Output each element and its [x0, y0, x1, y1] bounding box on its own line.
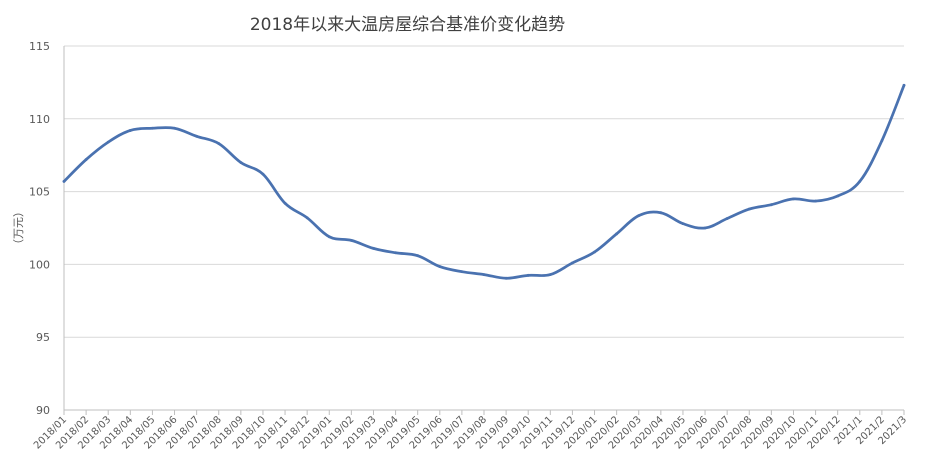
data-point	[195, 134, 199, 138]
data-point	[880, 139, 884, 143]
data-point	[858, 180, 862, 183]
series-line-layer	[62, 83, 906, 280]
data-point	[526, 273, 530, 277]
y-tick-label: 90	[36, 404, 50, 417]
data-point	[460, 270, 464, 274]
data-point	[239, 161, 243, 164]
data-point	[482, 273, 486, 276]
data-point	[416, 254, 420, 258]
series-line	[62, 83, 906, 280]
data-point	[659, 211, 663, 215]
data-point	[725, 217, 729, 220]
data-point	[836, 194, 840, 198]
data-point	[681, 222, 685, 226]
data-point	[548, 273, 552, 276]
data-point	[372, 246, 375, 250]
data-point	[261, 172, 265, 176]
data-point	[305, 216, 309, 220]
data-point	[84, 158, 88, 161]
data-point	[106, 140, 110, 144]
y-tick-label: 95	[36, 331, 50, 344]
data-point	[349, 238, 353, 242]
axes	[63, 46, 905, 415]
data-point	[814, 199, 817, 203]
data-point	[504, 276, 508, 280]
data-point	[394, 251, 397, 255]
y-tick-label: 115	[29, 40, 50, 53]
data-point	[62, 180, 66, 183]
y-tick-label: 100	[29, 258, 50, 271]
data-point	[615, 232, 619, 236]
chart-title: 2018年以来大温房屋综合基准价变化趋势	[249, 15, 566, 35]
data-point	[283, 201, 287, 205]
grid-lines	[64, 45, 904, 338]
data-point	[128, 129, 132, 132]
data-point	[792, 197, 795, 201]
data-point	[571, 261, 574, 265]
tick-labels: 90951001051101152018/012018/022018/03201…	[12, 40, 909, 451]
data-point	[327, 235, 331, 239]
data-point	[593, 250, 596, 254]
data-point	[438, 265, 442, 268]
y-axis-label: （万元）	[12, 206, 25, 250]
data-point	[173, 126, 176, 130]
data-point	[217, 142, 221, 145]
data-point	[637, 214, 641, 218]
data-point	[902, 83, 906, 87]
y-tick-label: 105	[29, 186, 50, 199]
y-tick-label: 110	[29, 113, 50, 126]
data-point	[769, 203, 773, 207]
data-point	[703, 226, 707, 230]
data-point	[747, 207, 751, 211]
data-point	[151, 126, 154, 130]
